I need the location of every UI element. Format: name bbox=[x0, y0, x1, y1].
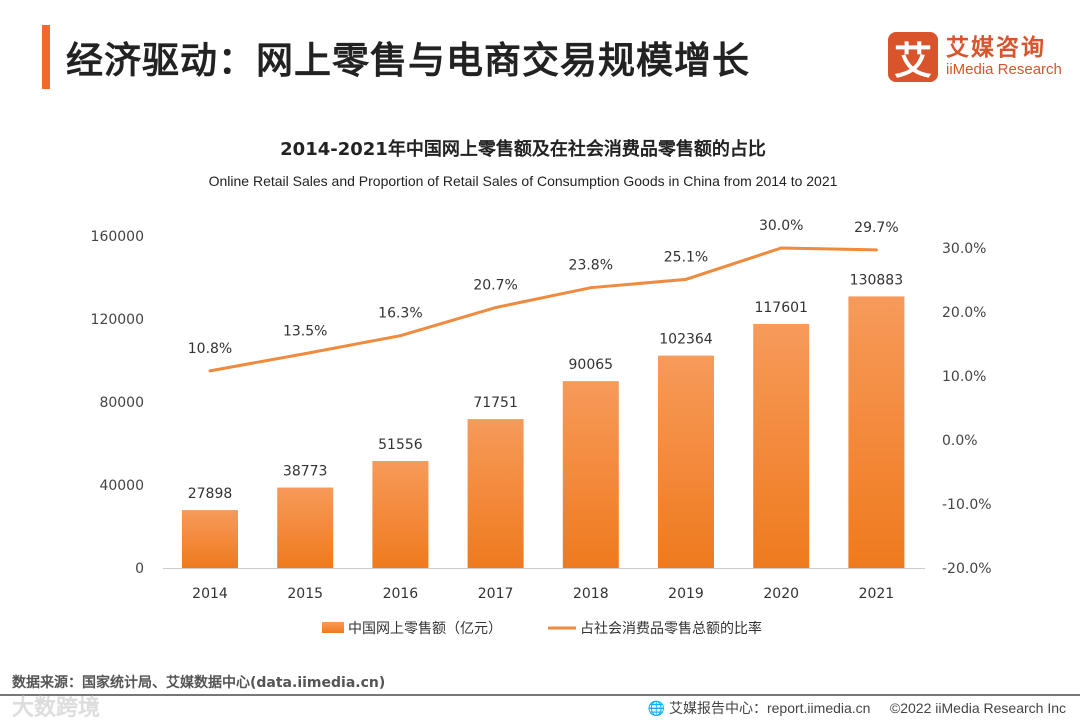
bar bbox=[562, 381, 619, 568]
logo-cn: 艾媒咨询 bbox=[946, 35, 1046, 61]
line-value-label: 25.1% bbox=[664, 249, 708, 265]
bar bbox=[848, 296, 905, 568]
watermark: 大数跨境 bbox=[12, 696, 101, 721]
legend-bar-swatch bbox=[322, 622, 344, 633]
x-tick-label: 2018 bbox=[573, 586, 609, 602]
line-point bbox=[398, 334, 402, 338]
left-tick-label: 80000 bbox=[99, 395, 144, 411]
right-tick-label: -20.0% bbox=[942, 561, 992, 577]
chart-title: 2014-2021年中国网上零售额及在社会消费品零售额的占比 bbox=[280, 138, 766, 160]
data-source: 数据来源：国家统计局、艾媒数据中心(data.iimedia.cn) bbox=[12, 675, 386, 691]
line-point bbox=[874, 248, 878, 252]
legend-bar-label: 中国网上零售额（亿元） bbox=[348, 621, 502, 637]
globe-icon: 🌐 bbox=[647, 700, 666, 716]
line-point bbox=[779, 246, 783, 250]
x-tick-label: 2014 bbox=[192, 586, 228, 602]
line-value-label: 10.8% bbox=[188, 341, 232, 357]
right-tick-label: 10.0% bbox=[942, 369, 986, 385]
x-tick-label: 2015 bbox=[287, 586, 323, 602]
bar-value-label: 130883 bbox=[850, 272, 903, 288]
line-value-label: 13.5% bbox=[283, 324, 327, 340]
line-value-label: 23.8% bbox=[569, 258, 613, 274]
x-tick-label: 2020 bbox=[763, 586, 799, 602]
x-tick-label: 2017 bbox=[478, 586, 514, 602]
left-tick-label: 120000 bbox=[91, 312, 144, 328]
x-tick-label: 2016 bbox=[383, 586, 419, 602]
logo: 艾 艾媒咨询 iiMedia Research bbox=[888, 32, 1062, 83]
copyright: ©2022 iiMedia Research Inc bbox=[889, 700, 1066, 716]
bar bbox=[277, 487, 334, 568]
line-point bbox=[208, 369, 212, 373]
bar bbox=[182, 510, 238, 568]
x-tick-label: 2021 bbox=[859, 586, 895, 602]
footer-divider bbox=[0, 694, 1080, 696]
page-title: 经济驱动：网上零售与电商交易规模增长 bbox=[66, 39, 750, 82]
legend-line-label: 占社会消费品零售总额的比率 bbox=[580, 620, 762, 637]
bar bbox=[658, 355, 714, 568]
line-point bbox=[684, 277, 688, 281]
right-tick-label: 20.0% bbox=[942, 305, 986, 321]
line-point bbox=[589, 286, 593, 290]
left-tick-label: 40000 bbox=[99, 478, 144, 494]
line-point bbox=[494, 306, 498, 310]
bar-value-label: 90065 bbox=[569, 357, 614, 373]
left-tick-label: 0 bbox=[135, 561, 144, 577]
line-series bbox=[209, 246, 877, 373]
line-value-label: 29.7% bbox=[854, 220, 898, 236]
bar bbox=[753, 323, 810, 568]
logo-mark: 艾 bbox=[888, 32, 938, 83]
right-tick-label: -10.0% bbox=[942, 497, 992, 513]
bar-value-label: 51556 bbox=[378, 437, 423, 453]
right-tick-label: 0.0% bbox=[942, 433, 978, 449]
x-tick-label: 2019 bbox=[668, 586, 704, 602]
bar-value-label: 27898 bbox=[188, 486, 233, 502]
line-point bbox=[303, 352, 307, 356]
right-tick-label: 30.0% bbox=[942, 241, 986, 257]
report-link[interactable]: 艾媒报告中心：report.iimedia.cn bbox=[668, 700, 871, 716]
bar-value-label: 71751 bbox=[473, 395, 518, 411]
bar bbox=[467, 419, 524, 568]
bar bbox=[372, 461, 429, 568]
left-tick-label: 160000 bbox=[91, 229, 144, 245]
line-value-label: 30.0% bbox=[759, 218, 803, 234]
line-value-label: 20.7% bbox=[473, 278, 517, 294]
logo-en: iiMedia Research bbox=[946, 61, 1062, 78]
line-value-label: 16.3% bbox=[378, 306, 422, 322]
title-accent-bar bbox=[42, 25, 50, 89]
bar-value-label: 38773 bbox=[283, 464, 328, 480]
chart-subtitle: Online Retail Sales and Proportion of Re… bbox=[209, 173, 838, 189]
bar-value-label: 102364 bbox=[659, 332, 713, 348]
bar-value-label: 117601 bbox=[754, 300, 807, 316]
footer-info: 🌐 艾媒报告中心：report.iimedia.cn ©2022 iiMedia… bbox=[648, 698, 1066, 718]
